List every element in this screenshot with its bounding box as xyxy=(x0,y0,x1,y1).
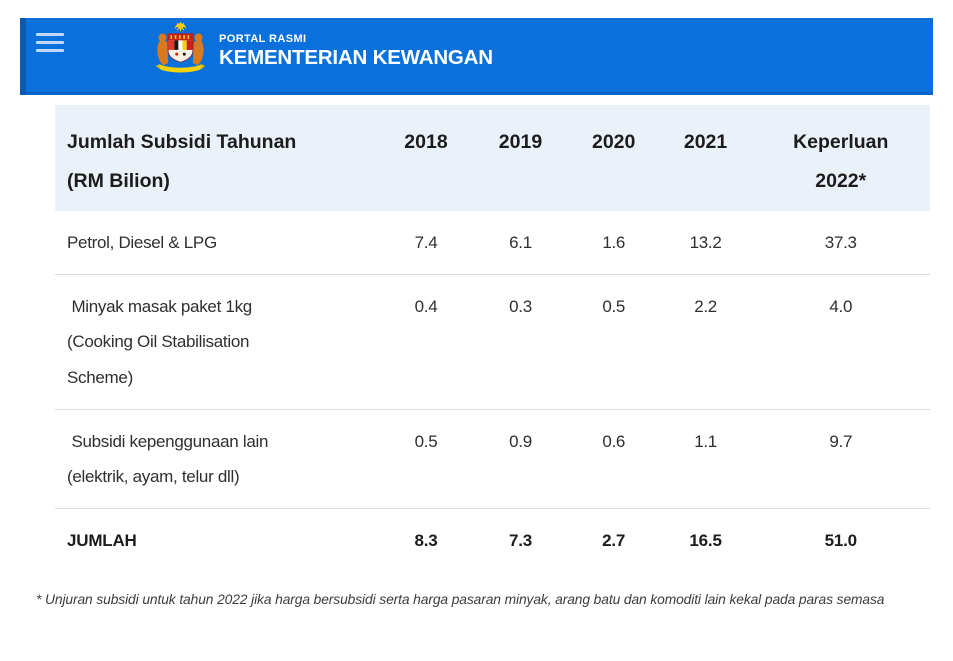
value-cell: 7.4 xyxy=(414,233,438,252)
header-cell-year-2018: 2018 xyxy=(378,105,474,211)
table-row-subsidi-kepenggunaan-lain: Subsidi kepenggunaan lain (elektrik, aya… xyxy=(55,409,930,509)
value-cell: 0.6 xyxy=(602,431,626,451)
portal-brand[interactable]: PORTAL RASMI KEMENTERIAN KEWANGAN xyxy=(152,21,493,80)
total-value-cell: 8.3 xyxy=(414,531,438,551)
value-cell: 0.5 xyxy=(414,431,438,451)
total-value-cell: 51.0 xyxy=(824,531,857,551)
footnote-text: * Unjuran subsidi untuk tahun 2022 jika … xyxy=(36,591,885,607)
value-cell: 6.1 xyxy=(509,233,532,252)
subsidy-table: Jumlah Subsidi Tahunan (RM Bilion) 2018 … xyxy=(55,105,930,567)
value-cell: 37.3 xyxy=(824,233,857,252)
total-value-cell: 2.7 xyxy=(602,531,626,551)
hamburger-bar xyxy=(36,33,64,36)
total-value-cell: 7.3 xyxy=(508,531,533,551)
row-label: Minyak masak paket 1kg (Cooking Oil Stab… xyxy=(67,296,252,388)
hamburger-menu-icon[interactable] xyxy=(36,33,64,52)
value-cell: 4.0 xyxy=(829,296,853,316)
header-title-line1: Jumlah Subsidi Tahunan xyxy=(67,131,297,153)
value-cell: 0.5 xyxy=(602,296,626,316)
header-cell-year-2021: 2021 xyxy=(659,105,752,211)
row-label: Subsidi kepenggunaan lain (elektrik, aya… xyxy=(67,431,269,487)
portal-header-bar: PORTAL RASMI KEMENTERIAN KEWANGAN xyxy=(20,18,933,95)
value-cell: 1.6 xyxy=(602,233,626,252)
total-value-cell: 16.5 xyxy=(689,531,722,551)
total-label: JUMLAH xyxy=(67,531,137,551)
header-title-line2: (RM Bilion) xyxy=(67,170,170,192)
portal-label: PORTAL RASMI xyxy=(219,33,307,46)
header-cell-year-2020: 2020 xyxy=(567,105,660,211)
value-cell: 0.4 xyxy=(414,296,438,316)
value-cell: 0.3 xyxy=(509,296,532,316)
header-cell-keperluan-2022: Keperluan 2022* xyxy=(751,105,930,211)
hamburger-bar xyxy=(36,49,64,52)
content-area: Jumlah Subsidi Tahunan (RM Bilion) 2018 … xyxy=(36,105,930,611)
malaysia-coat-of-arms-icon xyxy=(152,21,209,80)
header-cell-year-2019: 2019 xyxy=(473,105,568,211)
header-keperluan-line1: Keperluan xyxy=(793,131,889,153)
value-cell: 1.1 xyxy=(694,431,717,451)
header-cell-title: Jumlah Subsidi Tahunan (RM Bilion) xyxy=(55,105,379,211)
hamburger-bar xyxy=(36,41,64,44)
table-header-row: Jumlah Subsidi Tahunan (RM Bilion) 2018 … xyxy=(55,105,930,211)
value-cell: 9.7 xyxy=(829,431,853,451)
value-cell: 0.9 xyxy=(509,431,532,451)
value-cell: 13.2 xyxy=(689,233,722,252)
row-label: Petrol, Diesel & LPG xyxy=(67,233,217,252)
table-row-petrol-diesel-lpg: Petrol, Diesel & LPG 7.4 6.1 1.6 13.2 37… xyxy=(55,211,930,275)
brand-text: PORTAL RASMI KEMENTERIAN KEWANGAN xyxy=(219,31,493,69)
table-row-minyak-masak: Minyak masak paket 1kg (Cooking Oil Stab… xyxy=(55,274,930,410)
header-keperluan-line2: 2022* xyxy=(815,170,867,192)
ministry-name: KEMENTERIAN KEWANGAN xyxy=(219,45,493,69)
table-row-jumlah-total: JUMLAH 8.3 7.3 2.7 16.5 51.0 xyxy=(55,509,930,567)
value-cell: 2.2 xyxy=(694,296,717,316)
